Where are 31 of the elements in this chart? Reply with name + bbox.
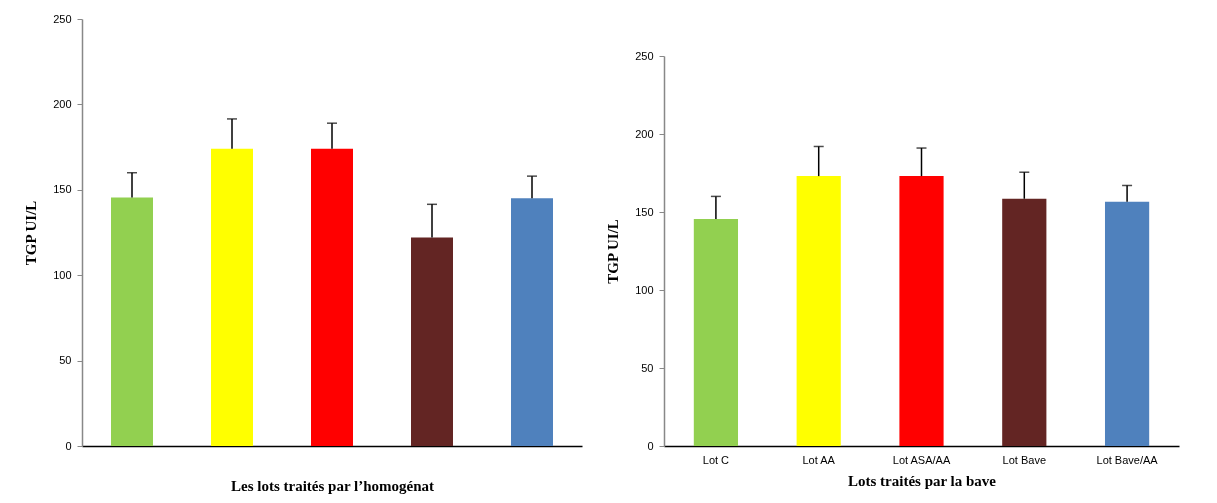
y-tick-label: 250 (635, 49, 654, 62)
bar (311, 148, 353, 446)
y-tick-label: 200 (53, 97, 72, 110)
y-tick-label: 0 (647, 439, 654, 452)
y-tick-label: 100 (635, 283, 654, 296)
bar (511, 198, 553, 446)
bar (211, 148, 253, 446)
x-tick-label: Lot ASA/AA (892, 453, 951, 466)
bar (111, 197, 153, 446)
y-axis-title: TGP UI/L (23, 200, 40, 266)
y-tick-label: 150 (53, 183, 72, 196)
x-tick-label: Lot Bave (1002, 453, 1047, 466)
bar (693, 219, 739, 446)
y-tick-label: 0 (65, 439, 72, 452)
y-tick-label: 250 (53, 12, 72, 25)
bar (1104, 201, 1150, 446)
y-tick-label: 100 (53, 268, 72, 281)
y-axis-title: TGP UI/L (605, 219, 622, 284)
bar (899, 176, 944, 446)
y-tick-label: 150 (635, 205, 654, 218)
bar (411, 237, 453, 446)
x-tick-label: Lot Bave/AA (1096, 453, 1159, 466)
y-tick-label: 50 (59, 354, 72, 367)
bar (1002, 198, 1047, 446)
x-axis-title: Lots traités par la bave (847, 472, 997, 489)
y-tick-label: 50 (641, 361, 654, 374)
x-axis-title: Les lots traités par l’homogénat (230, 477, 435, 494)
x-tick-label: Lot C (702, 453, 730, 466)
bar (796, 176, 841, 446)
y-tick-label: 200 (635, 127, 654, 140)
x-tick-label: Lot AA (802, 453, 836, 466)
